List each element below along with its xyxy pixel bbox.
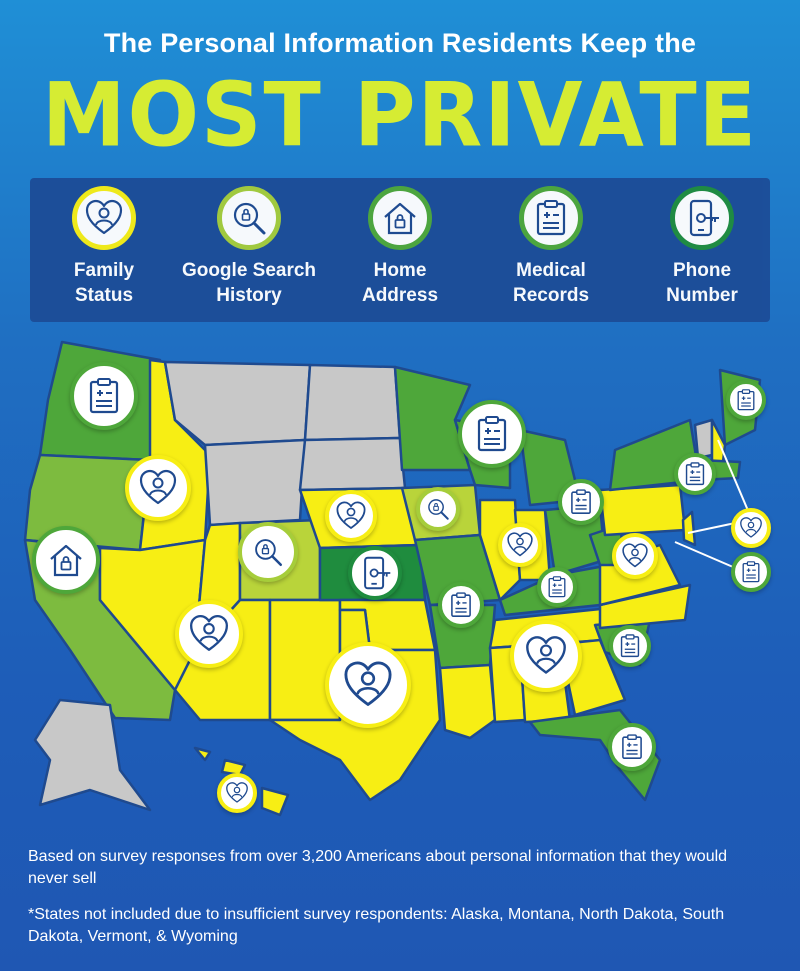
legend-label: Family Status — [73, 260, 135, 306]
map-pin-medical-clipboard-icon — [537, 567, 577, 607]
state-wyoming — [203, 438, 307, 527]
map-pin-medical-clipboard-icon — [608, 723, 656, 771]
map-pin-heart-person-icon — [498, 523, 542, 567]
subtitle: The Personal Information Residents Keep … — [103, 28, 697, 58]
legend-item-google-search: Google Search History — [174, 186, 324, 308]
phone-key-icon — [670, 186, 734, 250]
legend-item-family-status: Family Status — [29, 186, 179, 308]
map-pin-heart-person-icon — [731, 508, 771, 548]
page-title: MOST PRIVATE — [41, 63, 758, 167]
medical-clipboard-icon — [519, 186, 583, 250]
map-pin-heart-person-icon — [510, 620, 582, 692]
map-pin-heart-person-icon — [217, 773, 257, 813]
state-minnesota — [393, 365, 472, 472]
map-pin-medical-clipboard-icon — [438, 582, 484, 628]
legend-item-medical-records: Medical Records — [476, 186, 626, 308]
map-pin-house-lock-icon — [32, 526, 100, 594]
state-louisiana — [438, 663, 497, 740]
map-pin-medical-clipboard-icon — [70, 362, 138, 430]
house-lock-icon — [368, 186, 432, 250]
map-pin-heart-person-icon — [125, 455, 191, 521]
legend-panel: Family Status Google Search History Home… — [30, 178, 770, 322]
search-lock-icon — [217, 186, 281, 250]
state-pennsylvania — [598, 483, 687, 537]
legend-item-home-address: Home Address — [325, 186, 475, 308]
legend-label: Google Search History — [181, 260, 317, 306]
map-pin-heart-person-icon — [325, 642, 411, 728]
legend-item-phone-number: Phone Number — [627, 186, 777, 308]
map-pin-phone-key-icon — [348, 546, 402, 600]
legend-label: Medical Records — [512, 260, 590, 306]
legend-label: Home Address — [361, 260, 439, 306]
map-pin-search-lock-icon — [238, 522, 298, 582]
map-pin-heart-person-icon — [325, 490, 377, 542]
map-pin-medical-clipboard-icon — [726, 380, 766, 420]
map-pin-medical-clipboard-icon — [731, 552, 771, 592]
heart-person-icon — [72, 186, 136, 250]
survey-note: Based on survey responses from over 3,20… — [28, 848, 728, 887]
state-new-jersey — [681, 510, 697, 547]
map-pin-medical-clipboard-icon — [458, 400, 526, 468]
state-alaska — [33, 698, 152, 812]
state-north-dakota — [303, 363, 402, 442]
map-pin-medical-clipboard-icon — [558, 479, 604, 525]
map-pin-heart-person-icon — [175, 600, 243, 668]
excluded-states-note: *States not included due to insufficient… — [28, 906, 725, 945]
legend-label: Phone Number — [666, 260, 738, 306]
map-pin-medical-clipboard-icon — [609, 625, 651, 667]
state-south-dakota — [298, 436, 407, 492]
map-pin-heart-person-icon — [612, 533, 658, 579]
map-pin-search-lock-icon — [416, 487, 460, 531]
map-pin-medical-clipboard-icon — [674, 453, 716, 495]
state-north-carolina — [598, 583, 692, 630]
us-map — [23, 340, 762, 817]
